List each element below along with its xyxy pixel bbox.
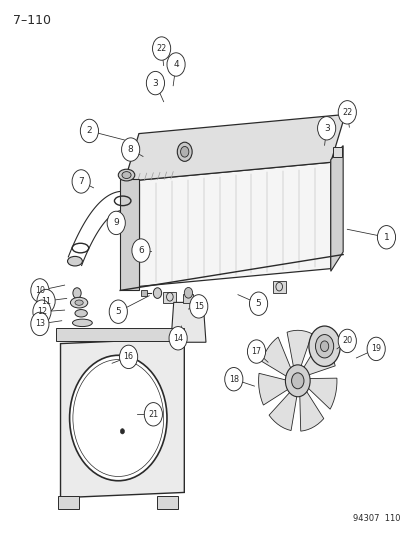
Text: 7: 7 <box>78 177 84 186</box>
Circle shape <box>177 142 192 161</box>
Circle shape <box>366 337 385 361</box>
Polygon shape <box>330 146 342 271</box>
Circle shape <box>31 279 49 302</box>
Circle shape <box>184 287 192 298</box>
Circle shape <box>377 225 394 249</box>
Polygon shape <box>299 391 323 431</box>
Circle shape <box>33 300 51 324</box>
Circle shape <box>337 101 356 124</box>
Bar <box>272 281 285 293</box>
Ellipse shape <box>70 297 88 308</box>
Bar <box>157 496 178 510</box>
Text: 8: 8 <box>128 145 133 154</box>
Text: 7–110: 7–110 <box>13 14 51 27</box>
Text: 3: 3 <box>152 78 158 87</box>
Circle shape <box>132 239 150 262</box>
Circle shape <box>120 429 124 434</box>
Bar <box>141 290 147 296</box>
Text: 12: 12 <box>37 307 47 316</box>
Bar <box>56 328 184 341</box>
Polygon shape <box>303 340 335 375</box>
Circle shape <box>166 53 185 76</box>
Text: 1: 1 <box>383 233 388 242</box>
Ellipse shape <box>67 256 82 266</box>
Circle shape <box>320 341 328 352</box>
Text: 94307  110: 94307 110 <box>353 514 400 523</box>
Circle shape <box>180 147 188 157</box>
Text: 13: 13 <box>35 319 45 328</box>
Circle shape <box>285 365 309 397</box>
Text: 3: 3 <box>323 124 329 133</box>
Text: 10: 10 <box>35 286 45 295</box>
Text: 20: 20 <box>342 336 351 345</box>
Polygon shape <box>120 179 139 290</box>
Ellipse shape <box>72 319 92 327</box>
Polygon shape <box>307 378 336 409</box>
Circle shape <box>31 312 49 336</box>
Polygon shape <box>171 302 206 342</box>
Polygon shape <box>258 373 287 405</box>
Ellipse shape <box>118 169 135 181</box>
Bar <box>183 294 193 303</box>
Ellipse shape <box>75 310 87 317</box>
Bar <box>332 148 341 157</box>
Text: 15: 15 <box>193 302 203 311</box>
Bar <box>58 496 79 510</box>
Circle shape <box>247 340 265 364</box>
Ellipse shape <box>75 300 83 305</box>
Text: 5: 5 <box>115 307 121 316</box>
Circle shape <box>153 288 161 298</box>
Text: 6: 6 <box>138 246 143 255</box>
Circle shape <box>308 326 339 367</box>
Circle shape <box>291 373 303 389</box>
Circle shape <box>224 368 242 391</box>
Circle shape <box>80 119 98 143</box>
Polygon shape <box>286 330 311 367</box>
Text: 17: 17 <box>251 347 261 356</box>
Text: 22: 22 <box>341 108 351 117</box>
Polygon shape <box>60 338 184 498</box>
Circle shape <box>109 300 127 324</box>
Circle shape <box>144 402 162 426</box>
Polygon shape <box>124 115 344 181</box>
Text: 2: 2 <box>86 126 92 135</box>
Circle shape <box>152 37 170 60</box>
Circle shape <box>146 71 164 95</box>
Circle shape <box>69 356 166 481</box>
Text: 22: 22 <box>156 44 166 53</box>
Polygon shape <box>261 337 290 376</box>
Text: 16: 16 <box>123 352 133 361</box>
Text: 9: 9 <box>113 219 119 228</box>
Circle shape <box>121 138 140 161</box>
Text: 14: 14 <box>173 334 183 343</box>
Circle shape <box>337 329 356 353</box>
Text: 19: 19 <box>370 344 380 353</box>
Text: 5: 5 <box>255 299 261 308</box>
Text: 11: 11 <box>41 296 51 305</box>
Text: 4: 4 <box>173 60 178 69</box>
Circle shape <box>189 295 207 318</box>
Circle shape <box>72 169 90 193</box>
Circle shape <box>73 288 81 298</box>
Polygon shape <box>124 163 330 288</box>
Circle shape <box>37 289 55 313</box>
Text: 21: 21 <box>148 410 158 419</box>
Circle shape <box>169 327 187 350</box>
Ellipse shape <box>122 172 131 179</box>
Polygon shape <box>268 392 296 431</box>
Circle shape <box>317 117 335 140</box>
Bar <box>163 292 176 303</box>
Circle shape <box>119 345 138 368</box>
Circle shape <box>315 335 333 358</box>
Text: 18: 18 <box>228 375 238 384</box>
Circle shape <box>107 211 125 235</box>
Circle shape <box>249 292 267 316</box>
